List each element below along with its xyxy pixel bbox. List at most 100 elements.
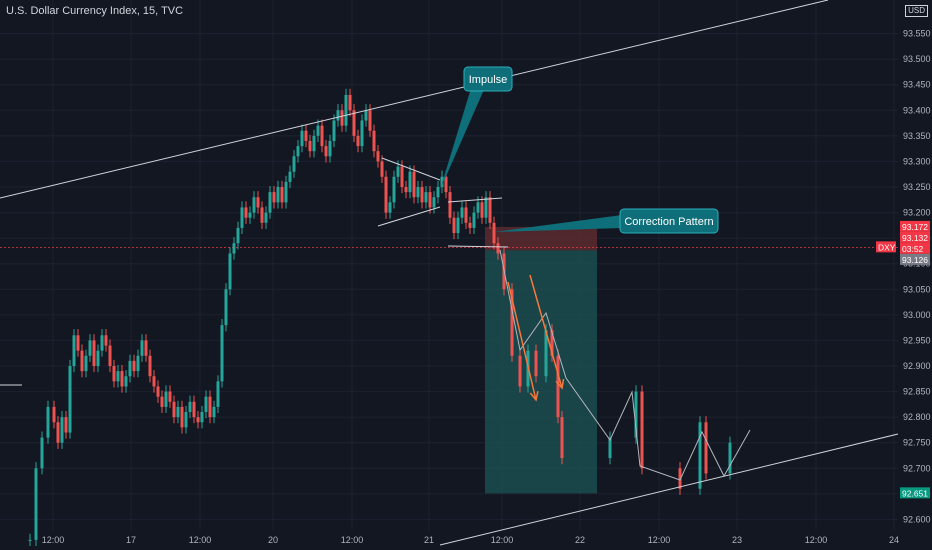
y-tick-label: 92.850 <box>903 387 931 397</box>
candle <box>144 334 148 362</box>
candle-body <box>348 94 352 111</box>
y-tick-label: 92.950 <box>903 335 931 345</box>
correction-box <box>619 208 719 234</box>
candle-series <box>28 88 732 547</box>
candle <box>204 390 208 419</box>
candle-body <box>112 366 116 382</box>
candle-body <box>488 197 492 223</box>
y-tick-label: 92.700 <box>903 463 931 473</box>
candle-body <box>232 243 236 254</box>
candle-body <box>480 202 484 218</box>
candle <box>364 104 368 127</box>
symbol-title[interactable]: U.S. Dollar Currency Index, 15, TVC <box>6 5 184 17</box>
candle <box>392 170 396 209</box>
candle <box>156 380 160 403</box>
candle-body <box>164 391 168 407</box>
price-tag: 93.132 <box>900 231 930 243</box>
candle-body <box>60 417 64 443</box>
candle-body <box>704 422 708 474</box>
x-tick-label: 12:00 <box>805 535 828 545</box>
candle-body <box>280 187 284 203</box>
candle <box>216 375 220 414</box>
candle <box>284 175 288 209</box>
candle-body <box>116 371 120 382</box>
candle <box>56 416 60 449</box>
candle-body <box>368 110 372 131</box>
correction-callout: Correction Pattern <box>494 208 719 234</box>
candle <box>92 334 96 373</box>
candle-body <box>184 412 188 428</box>
currency-badge[interactable]: USD <box>905 5 928 17</box>
candle <box>288 165 292 189</box>
price-axis[interactable]: 93.550 93.500 93.450 93.400 93.350 93.300 93.2… <box>903 29 931 525</box>
candle-body <box>96 350 100 366</box>
candle <box>88 334 92 362</box>
candle-body <box>484 197 488 218</box>
candle-body <box>288 171 292 182</box>
candle-body <box>268 192 272 213</box>
candle <box>220 318 224 388</box>
candle-body <box>46 406 50 438</box>
time-axis[interactable]: 12:00 17 12:00 20 12:00 21 12:00 22 12:00 23 12:00… <box>42 535 899 545</box>
candle <box>244 201 248 224</box>
candle-body <box>634 391 638 438</box>
candle-body <box>152 376 156 387</box>
candle <box>304 124 308 148</box>
candle-body <box>172 401 176 418</box>
candle <box>388 196 392 219</box>
candle-body <box>136 355 140 372</box>
candle-body <box>492 222 496 244</box>
candle <box>452 211 456 240</box>
candle <box>208 390 212 424</box>
candle <box>100 329 104 357</box>
candle <box>268 185 272 219</box>
candle-body <box>316 125 320 136</box>
candle-body <box>176 406 180 418</box>
candle-body <box>72 335 76 366</box>
candle-body <box>180 406 184 428</box>
flag-upper <box>447 197 503 203</box>
candle <box>424 185 428 209</box>
candle <box>518 349 522 393</box>
candle <box>140 334 144 362</box>
candle-body <box>124 376 128 387</box>
candle-body <box>728 442 732 474</box>
candle-body <box>56 422 60 443</box>
candle-body <box>132 360 136 372</box>
candle <box>492 216 496 250</box>
candle <box>344 88 348 132</box>
candle <box>188 395 192 419</box>
candle-body <box>292 156 296 172</box>
candle <box>640 385 644 475</box>
candle <box>240 201 244 235</box>
price-tag-bg <box>900 231 930 243</box>
candle-body <box>320 125 324 147</box>
target-zone <box>485 250 597 494</box>
candle-body <box>432 197 436 208</box>
candle-body <box>496 243 500 254</box>
candle <box>432 191 436 214</box>
candle <box>352 104 356 142</box>
candle-body <box>108 345 112 366</box>
candle <box>252 191 256 219</box>
price-tag-label: 03:52 <box>902 244 924 254</box>
candle-body <box>384 176 388 213</box>
candle <box>200 405 204 429</box>
candle-body <box>228 253 232 290</box>
candle-body <box>412 171 416 198</box>
candle <box>64 411 68 439</box>
price-tag-label: 93.172 <box>902 222 928 232</box>
candle <box>376 145 380 168</box>
candle <box>634 385 638 444</box>
candle <box>212 400 216 424</box>
candle <box>678 462 682 495</box>
y-tick-label: 92.750 <box>903 438 931 448</box>
candle <box>448 185 452 224</box>
candle-body <box>84 355 88 372</box>
y-tick-label: 92.600 <box>903 514 931 524</box>
candle <box>176 400 180 424</box>
candle <box>436 180 440 204</box>
candle-body <box>364 110 368 121</box>
